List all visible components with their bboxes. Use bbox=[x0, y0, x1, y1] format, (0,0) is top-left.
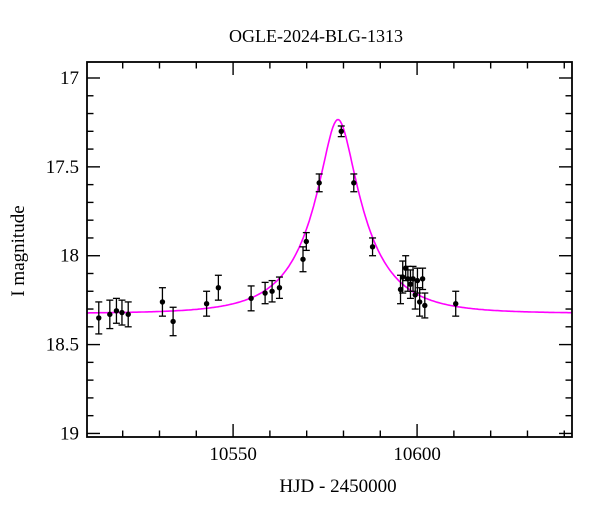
x-axis-label: HJD - 2450000 bbox=[279, 476, 397, 497]
data-point bbox=[416, 299, 423, 305]
plot-frame bbox=[86, 61, 573, 438]
data-point bbox=[351, 180, 357, 186]
x-tick-label: 10550 bbox=[209, 444, 257, 465]
data-point bbox=[276, 285, 283, 291]
data-point bbox=[262, 290, 268, 296]
data-point bbox=[414, 277, 421, 284]
data-point bbox=[397, 286, 404, 293]
data-point bbox=[248, 295, 254, 302]
x-tick-label: 10600 bbox=[393, 444, 441, 465]
data-point bbox=[269, 288, 275, 294]
data-point bbox=[338, 128, 344, 135]
y-tick-label: 17 bbox=[60, 68, 79, 89]
chart-title: OGLE-2024-BLG-1313 bbox=[229, 26, 403, 46]
y-tick-label: 17.5 bbox=[46, 157, 79, 178]
data-point bbox=[400, 274, 406, 280]
data-point bbox=[453, 301, 459, 307]
y-tick-label: 18 bbox=[60, 246, 79, 267]
data-point bbox=[203, 301, 210, 307]
data-point bbox=[107, 311, 113, 318]
data-point bbox=[300, 256, 306, 262]
y-tick-label: 19 bbox=[60, 423, 79, 444]
data-point bbox=[407, 281, 414, 287]
data-point bbox=[113, 308, 120, 314]
data-point bbox=[405, 276, 411, 282]
data-point bbox=[125, 311, 131, 318]
data-point bbox=[369, 244, 376, 250]
data-point bbox=[119, 309, 125, 316]
data-point bbox=[419, 276, 426, 282]
y-tick-label: 18.5 bbox=[46, 335, 79, 356]
data-point bbox=[316, 180, 322, 186]
data-point bbox=[215, 285, 222, 291]
data-point bbox=[96, 315, 102, 321]
data-point bbox=[159, 299, 166, 305]
data-point bbox=[303, 238, 310, 245]
data-point bbox=[170, 318, 176, 325]
data-point bbox=[422, 302, 428, 309]
model-curve bbox=[87, 118, 572, 314]
